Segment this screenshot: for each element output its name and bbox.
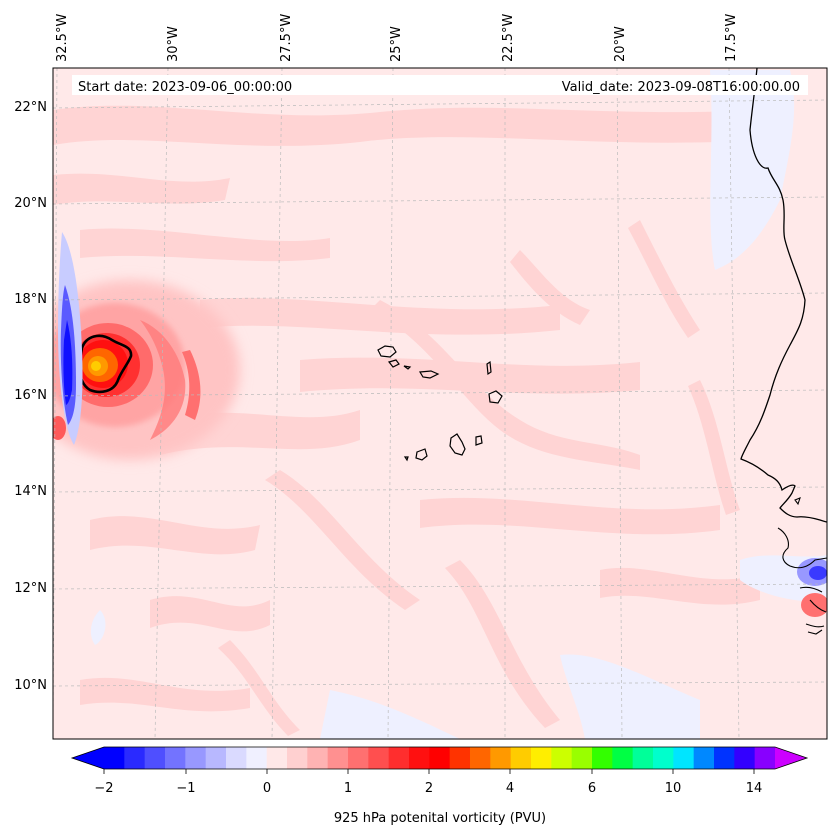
colorbar-cells	[104, 747, 776, 769]
lat-label: 12°N	[14, 581, 47, 596]
cyclone-pv-contour	[78, 334, 133, 394]
colorbar-cell	[185, 747, 207, 769]
colorbar-cell	[510, 747, 532, 769]
island-fogo	[415, 448, 428, 461]
colorbar-cell	[612, 747, 634, 769]
colorbar-cell	[144, 747, 166, 769]
coastal-negative-pv	[797, 558, 827, 617]
colorbar-tick-label: 4	[506, 781, 514, 796]
colorbar-cell	[287, 747, 308, 769]
colorbar-cell	[429, 747, 451, 769]
colorbar-cell	[531, 747, 552, 769]
island-santiago	[449, 433, 466, 456]
longitude-labels: 32.5°W 30°W 27.5°W 25°W 22.5°W 20°W 17.5…	[55, 14, 739, 62]
colorbar-cell	[368, 747, 390, 769]
colorbar: −2 −1 0 1 2 4 6 10 14 925 hPa potenital …	[70, 746, 809, 826]
colorbar-cell	[266, 747, 288, 769]
lon-label: 30°W	[166, 26, 181, 62]
lon-label: 20°W	[613, 26, 628, 62]
pv-field-streaks	[53, 105, 760, 736]
colorbar-cell	[388, 747, 410, 769]
island-maio	[475, 435, 483, 446]
colorbar-cell	[348, 747, 369, 769]
header-box	[72, 75, 808, 95]
latitude-labels: 22°N 20°N 18°N 16°N 14°N 12°N 10°N	[14, 100, 47, 693]
pv-negative-patches	[90, 70, 827, 739]
colorbar-tick-label: 0	[263, 781, 271, 796]
lat-label: 16°N	[14, 388, 47, 403]
colorbar-tick-labels: −2 −1 0 1 2 4 6 10 14	[94, 781, 762, 796]
colorbar-cell	[449, 747, 471, 769]
colorbar-cell	[673, 747, 695, 769]
africa-coastline	[740, 68, 827, 523]
lat-label: 14°N	[14, 484, 47, 499]
map-gridlines	[53, 68, 827, 739]
colorbar-tick-label: 6	[588, 781, 596, 796]
lat-label: 22°N	[14, 100, 47, 115]
plot-frame	[52, 67, 828, 740]
west-africa-coastal-detail	[777, 497, 827, 635]
colorbar-cell	[693, 747, 715, 769]
colorbar-cell	[714, 747, 735, 769]
colorbar-tick-label: −1	[176, 781, 195, 796]
lon-label: 22.5°W	[501, 14, 516, 62]
colorbar-cell	[165, 747, 186, 769]
cape-verde-islands	[377, 345, 503, 462]
colorbar-tick-label: 14	[746, 781, 763, 796]
colorbar-tick-label: 10	[665, 781, 682, 796]
negative-pv-band	[53, 232, 83, 445]
island-sao-nicolau	[418, 370, 440, 379]
colorbar-cell	[327, 747, 349, 769]
start-date-text: Start date: 2023-09-06_00:00:00	[78, 80, 292, 95]
colorbar-label: 925 hPa potenital vorticity (PVU)	[334, 811, 546, 826]
colorbar-cell	[490, 747, 512, 769]
lat-label: 18°N	[14, 292, 47, 307]
colorbar-cell	[246, 747, 268, 769]
island-santo-antao	[377, 345, 397, 358]
lat-label: 20°N	[14, 196, 47, 211]
map-plot-area	[53, 68, 827, 739]
colorbar-cell	[409, 747, 430, 769]
lon-label: 17.5°W	[724, 14, 739, 62]
island-santa-luzia	[403, 365, 412, 370]
colorbar-cell	[734, 747, 756, 769]
colorbar-over-arrow	[775, 747, 807, 769]
island-sao-vicente	[387, 359, 400, 368]
colorbar-cell	[470, 747, 491, 769]
island-sal	[486, 360, 492, 376]
colorbar-cell	[754, 747, 776, 769]
lat-label: 10°N	[14, 678, 47, 693]
colorbar-cell	[592, 747, 613, 769]
colorbar-cell	[632, 747, 654, 769]
lon-label: 27.5°W	[279, 14, 294, 62]
colorbar-cell	[571, 747, 593, 769]
colorbar-cell	[307, 747, 329, 769]
colorbar-tick-label: 1	[344, 781, 352, 796]
lon-label: 32.5°W	[55, 14, 70, 62]
colorbar-cell	[226, 747, 247, 769]
island-boa-vista	[488, 390, 503, 404]
colorbar-tick-label: −2	[94, 781, 113, 796]
colorbar-cell	[205, 747, 227, 769]
colorbar-cell	[551, 747, 573, 769]
colorbar-cell	[653, 747, 674, 769]
colorbar-tick-label: 2	[425, 781, 433, 796]
colorbar-cell	[104, 747, 125, 769]
lon-label: 25°W	[389, 26, 404, 62]
valid-date-text: Valid_date: 2023-09-08T16:00:00.00	[562, 80, 800, 95]
colorbar-cell	[124, 747, 146, 769]
colorbar-under-arrow	[72, 747, 104, 769]
island-brava	[403, 456, 409, 462]
colorbar-ticks	[103, 769, 755, 774]
